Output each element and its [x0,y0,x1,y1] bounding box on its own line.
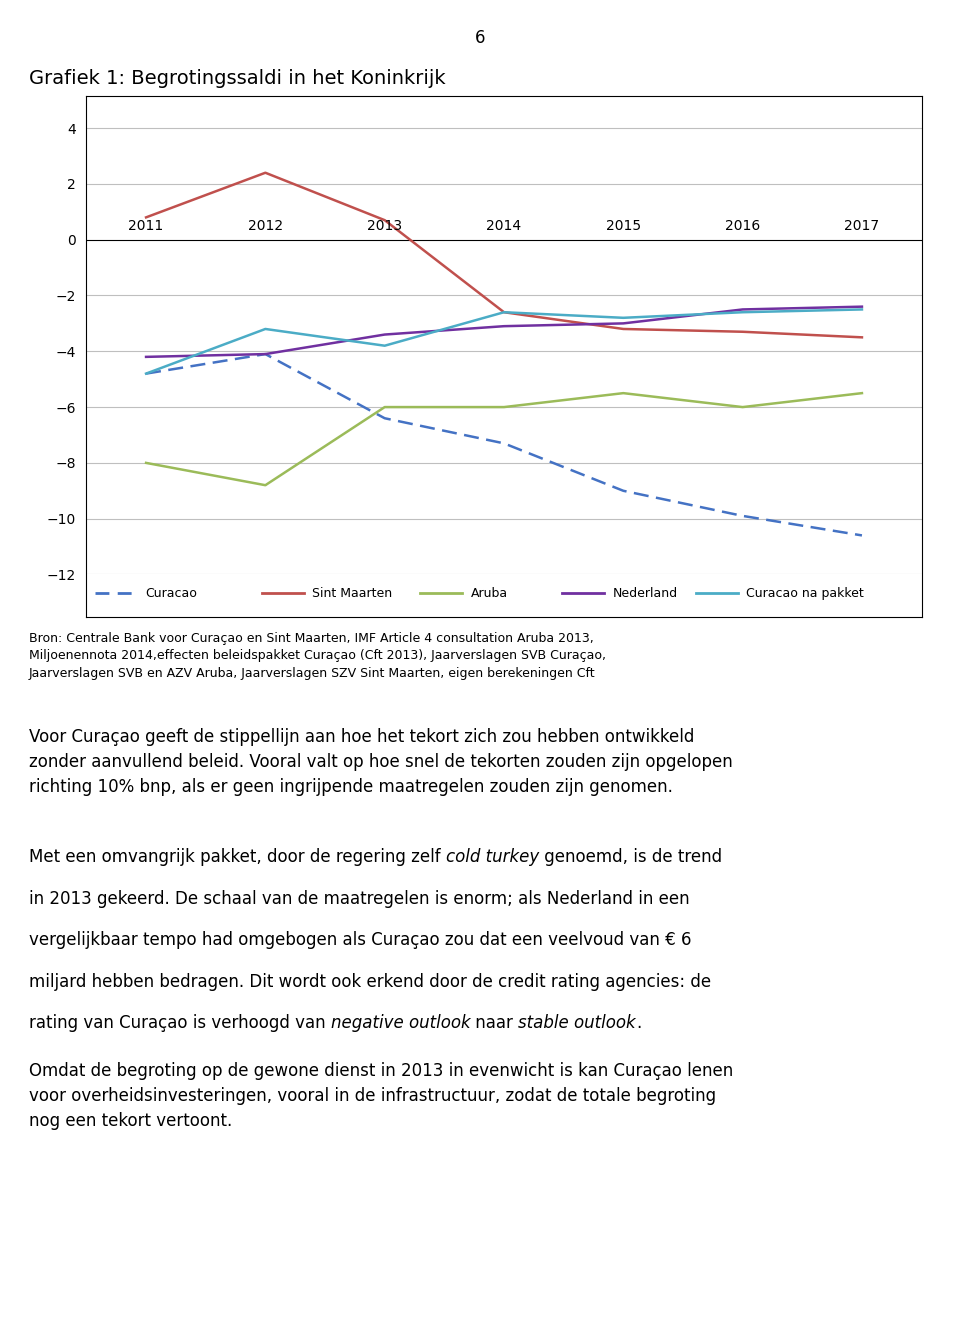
Text: Met een omvangrijk pakket, door de regering zelf: Met een omvangrijk pakket, door de reger… [29,848,445,866]
Text: 2014: 2014 [487,219,521,232]
Text: Grafiek 1: Begrotingssaldi in het Koninkrijk: Grafiek 1: Begrotingssaldi in het Konink… [29,69,445,88]
Text: Bron: Centrale Bank voor Curaçao en Sint Maarten, IMF Article 4 consultation Aru: Bron: Centrale Bank voor Curaçao en Sint… [29,632,606,680]
Text: in 2013 gekeerd. De schaal van de maatregelen is enorm; als Nederland in een: in 2013 gekeerd. De schaal van de maatre… [29,890,689,907]
Text: stable outlook: stable outlook [518,1014,636,1031]
Text: Sint Maarten: Sint Maarten [312,587,392,600]
Text: 2013: 2013 [367,219,402,232]
Text: 2015: 2015 [606,219,641,232]
Text: Curacao na pakket: Curacao na pakket [746,587,864,600]
Text: Voor Curaçao geeft de stippellijn aan hoe het tekort zich zou hebben ontwikkeld
: Voor Curaçao geeft de stippellijn aan ho… [29,728,732,796]
Text: 2011: 2011 [129,219,164,232]
Text: negative outlook: negative outlook [330,1014,470,1031]
Text: Omdat de begroting op de gewone dienst in 2013 in evenwicht is kan Curaçao lenen: Omdat de begroting op de gewone dienst i… [29,1062,733,1130]
Text: Curacao: Curacao [145,587,197,600]
Text: 2017: 2017 [845,219,879,232]
Text: 2016: 2016 [725,219,760,232]
Text: miljard hebben bedragen. Dit wordt ook erkend door de credit rating agencies: de: miljard hebben bedragen. Dit wordt ook e… [29,973,711,990]
Text: naar: naar [470,1014,518,1031]
Text: genoemd, is de trend: genoemd, is de trend [539,848,722,866]
Text: vergelijkbaar tempo had omgebogen als Curaçao zou dat een veelvoud van € 6: vergelijkbaar tempo had omgebogen als Cu… [29,931,691,949]
Text: rating van Curaçao is verhoogd van: rating van Curaçao is verhoogd van [29,1014,330,1031]
Text: Aruba: Aruba [470,587,508,600]
Text: .: . [636,1014,641,1031]
Text: Nederland: Nederland [612,587,678,600]
Text: 6: 6 [475,29,485,47]
Text: cold turkey: cold turkey [445,848,539,866]
Text: 2012: 2012 [248,219,283,232]
